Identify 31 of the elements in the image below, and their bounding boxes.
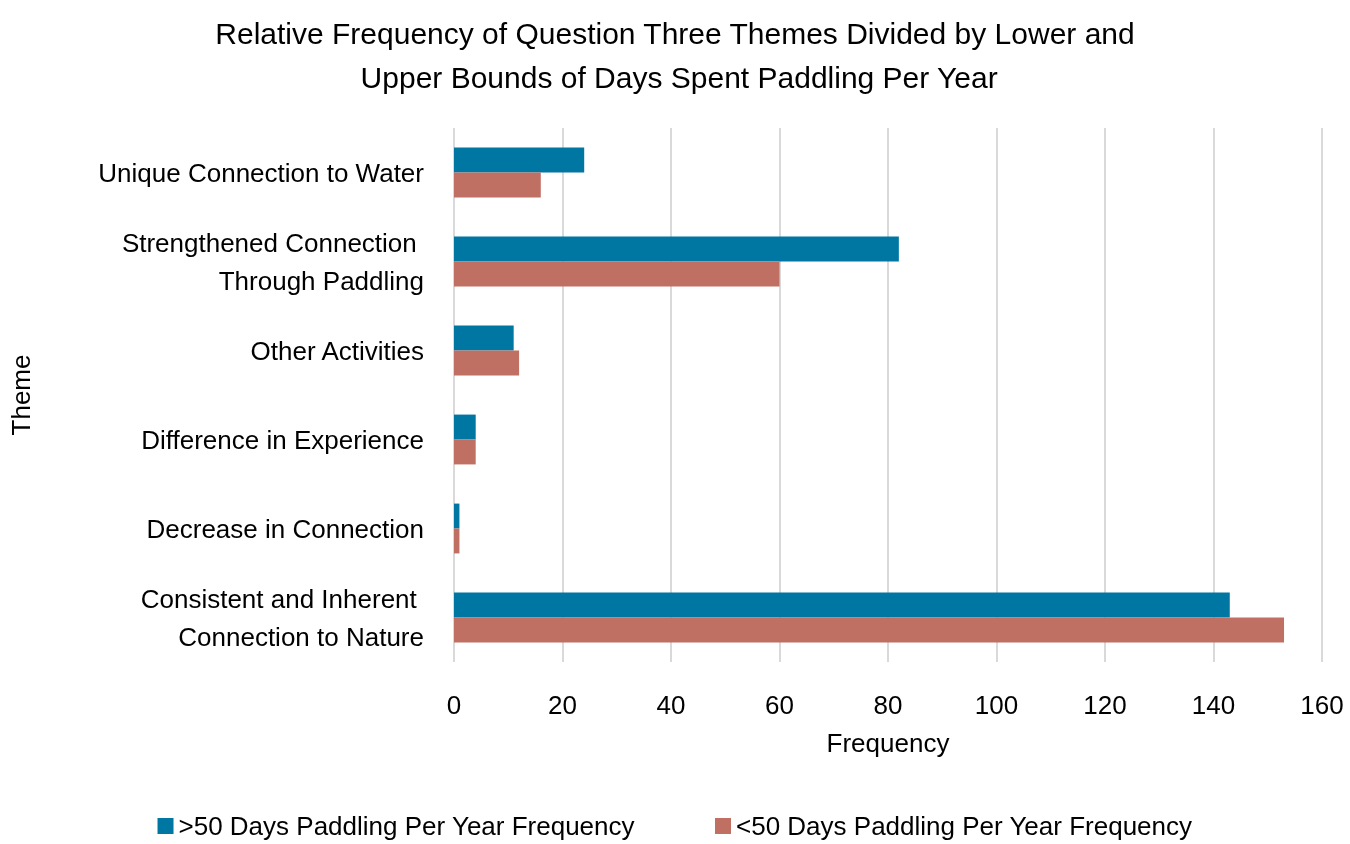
bar xyxy=(454,617,1285,643)
bar xyxy=(454,236,899,262)
bar xyxy=(454,414,476,440)
legend-label: >50 Days Paddling Per Year Frequency xyxy=(178,811,635,841)
bar xyxy=(454,172,541,198)
y-tick-label: Decrease in Connection xyxy=(146,513,424,544)
bar xyxy=(454,592,1230,618)
x-tick-label: 120 xyxy=(1083,690,1127,720)
y-axis-title: Theme xyxy=(6,354,36,436)
x-tick-label: 40 xyxy=(656,690,686,720)
bar xyxy=(454,147,585,173)
x-axis-title: Frequency xyxy=(826,728,950,758)
x-tick-label: 0 xyxy=(446,690,462,720)
bar xyxy=(454,261,780,287)
y-tick-label: Unique Connection to Water xyxy=(98,157,425,188)
y-tick-label: Strengthened Connection Through Paddling xyxy=(121,227,424,296)
chart-title: Relative Frequency of Question Three Themes Divided by Lower and Upper Bounds of Days Spent Paddling Per Year xyxy=(215,16,1135,94)
x-tick-label: 20 xyxy=(548,690,577,720)
bar xyxy=(454,503,460,529)
x-tick-label: 60 xyxy=(765,690,794,720)
y-tick-label: Difference in Experience xyxy=(141,424,424,455)
x-tick-label: 140 xyxy=(1191,690,1236,720)
bar xyxy=(454,439,476,465)
x-tick-label: 80 xyxy=(873,690,903,720)
y-tick-label: Consistent and Inherent Connection to Nature xyxy=(140,583,424,652)
y-tick-label: Other Activities xyxy=(250,335,424,366)
bar xyxy=(454,350,520,376)
x-tick-label: 100 xyxy=(974,690,1019,720)
legend-label: <50 Days Paddling Per Year Frequency xyxy=(736,811,1193,841)
bar xyxy=(454,325,514,351)
x-tick-label: 160 xyxy=(1300,690,1344,720)
